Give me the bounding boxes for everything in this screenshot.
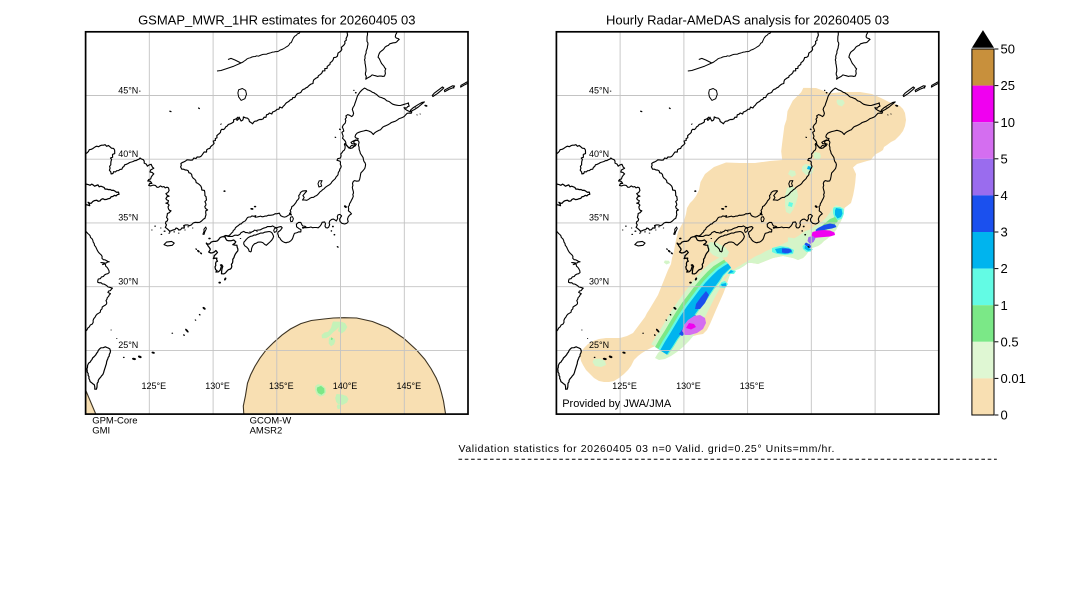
svg-text:GMI: GMI: [92, 425, 110, 436]
svg-text:25: 25: [1001, 78, 1015, 93]
svg-text:35°N: 35°N: [118, 213, 138, 223]
svg-text:5: 5: [1001, 151, 1008, 166]
svg-text:30°N: 30°N: [118, 277, 138, 287]
svg-text:4: 4: [1001, 188, 1008, 203]
svg-text:GCOM-W: GCOM-W: [250, 415, 292, 426]
svg-text:Hourly Radar-AMeDAS analysis f: Hourly Radar-AMeDAS analysis for 2026040…: [606, 13, 889, 28]
svg-text:30°N: 30°N: [589, 277, 609, 287]
svg-text:125°E: 125°E: [141, 381, 166, 391]
svg-text:AMSR2: AMSR2: [250, 425, 283, 436]
svg-text:130°E: 130°E: [205, 381, 230, 391]
svg-text:130°E: 130°E: [676, 381, 701, 391]
svg-text:25°N: 25°N: [118, 340, 138, 350]
svg-text:145°E: 145°E: [396, 381, 421, 391]
svg-text:40°N: 40°N: [589, 149, 609, 159]
svg-text:0.01: 0.01: [1001, 371, 1026, 386]
svg-text:35°N: 35°N: [589, 213, 609, 223]
svg-text:45°N: 45°N: [118, 85, 138, 95]
svg-text:3: 3: [1001, 225, 1008, 240]
svg-text:135°E: 135°E: [269, 381, 294, 391]
svg-text:1: 1: [1001, 298, 1008, 313]
svg-text:GSMAP_MWR_1HR estimates for 20: GSMAP_MWR_1HR estimates for 20260405 03: [138, 13, 415, 28]
svg-text:GPM-Core: GPM-Core: [92, 415, 137, 426]
svg-text:Provided by JWA/JMA: Provided by JWA/JMA: [562, 398, 672, 410]
svg-text:140°E: 140°E: [333, 381, 358, 391]
svg-text:40°N: 40°N: [118, 149, 138, 159]
svg-text:45°N: 45°N: [589, 85, 609, 95]
svg-text:0: 0: [1001, 408, 1008, 423]
svg-text:10: 10: [1001, 115, 1015, 130]
svg-text:2: 2: [1001, 261, 1008, 276]
svg-text:50: 50: [1001, 42, 1015, 57]
svg-text:25°N: 25°N: [589, 340, 609, 350]
svg-text:135°E: 135°E: [740, 381, 765, 391]
svg-text:0.5: 0.5: [1001, 334, 1019, 349]
svg-text:Validation statistics for 2026: Validation statistics for 20260405 03 n=…: [459, 443, 836, 455]
svg-text:125°E: 125°E: [612, 381, 637, 391]
